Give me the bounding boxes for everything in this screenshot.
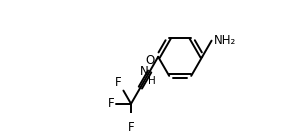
Text: O: O [145, 54, 154, 67]
Text: F: F [107, 97, 114, 110]
Text: F: F [115, 76, 122, 89]
Text: F: F [128, 121, 134, 133]
Text: H: H [148, 76, 156, 86]
Text: NH₂: NH₂ [214, 34, 236, 47]
Text: N: N [140, 65, 149, 78]
